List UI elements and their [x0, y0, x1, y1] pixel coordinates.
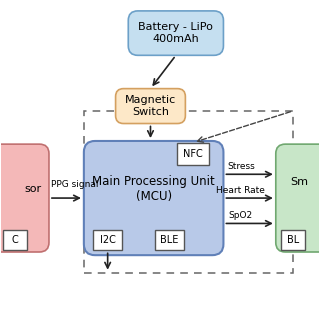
Text: BLE: BLE [160, 235, 179, 245]
Text: SpO2: SpO2 [229, 211, 253, 220]
FancyBboxPatch shape [84, 141, 223, 255]
Text: I2C: I2C [100, 235, 116, 245]
FancyBboxPatch shape [276, 144, 320, 252]
Text: Heart Rate: Heart Rate [216, 186, 265, 195]
Text: BL: BL [287, 235, 299, 245]
Text: Sm: Sm [291, 177, 308, 187]
FancyBboxPatch shape [0, 144, 49, 252]
FancyBboxPatch shape [178, 142, 209, 165]
FancyBboxPatch shape [116, 89, 185, 124]
Text: C: C [12, 235, 18, 245]
Text: sor: sor [25, 184, 42, 194]
Text: Magnetic
Switch: Magnetic Switch [125, 95, 176, 117]
Text: NFC: NFC [183, 149, 203, 159]
FancyBboxPatch shape [281, 230, 305, 251]
Text: Stress: Stress [227, 162, 255, 171]
Text: PPG signal: PPG signal [51, 180, 98, 188]
FancyBboxPatch shape [3, 230, 27, 251]
FancyBboxPatch shape [93, 230, 122, 251]
FancyBboxPatch shape [155, 230, 184, 251]
Text: Battery - LiPo
400mAh: Battery - LiPo 400mAh [139, 22, 213, 44]
Text: Main Processing Unit
(MCU): Main Processing Unit (MCU) [92, 174, 215, 203]
FancyBboxPatch shape [128, 11, 223, 55]
